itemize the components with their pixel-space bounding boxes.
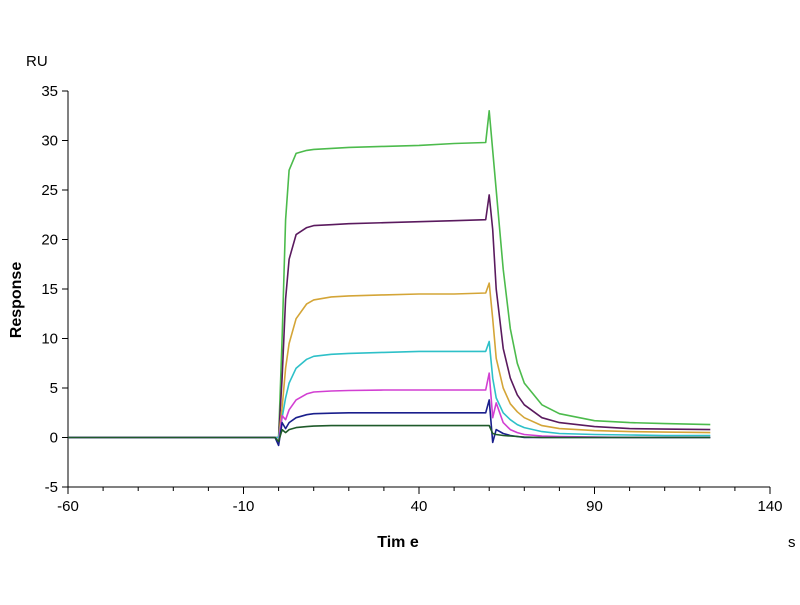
x-axis-title: Tim e [377,534,419,551]
y-tick-label: 15 [41,281,58,298]
series-line-series-2 [68,194,711,439]
x-tick-label: 90 [586,498,603,515]
y-unit-label: RU [26,53,48,70]
y-tick-label: 10 [41,331,58,348]
y-tick-label: 0 [50,430,58,447]
series-line-series-5 [68,372,711,444]
series-line-series-3 [68,282,711,439]
y-tick-label: 20 [41,232,58,249]
series-line-series-6 [68,399,711,447]
y-tick-label: 5 [50,380,58,397]
series-line-series-1 [68,110,711,439]
series-line-series-7 [68,424,711,443]
y-tick-label: 30 [41,133,58,150]
x-tick-label: -10 [233,498,255,515]
y-tick-label: 35 [41,83,58,100]
y-tick-label: -5 [45,479,58,496]
y-axis-title: Response [8,262,25,339]
x-unit-label: s [788,534,796,551]
y-tick-label: 25 [41,182,58,199]
x-tick-label: -60 [57,498,79,515]
x-tick-label: 40 [411,498,428,515]
x-tick-label: 140 [757,498,782,515]
